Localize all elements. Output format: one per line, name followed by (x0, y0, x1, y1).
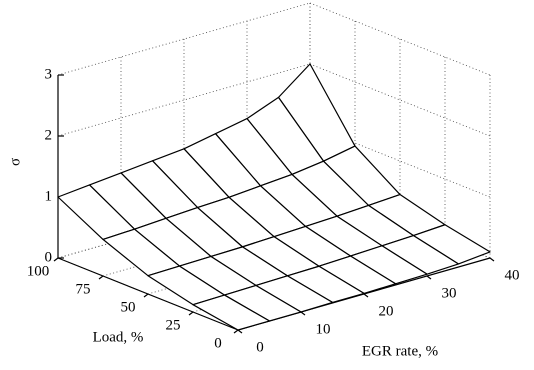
z-tick-label: 2 (45, 127, 53, 143)
axis-line (57, 257, 239, 331)
tick-mark (143, 293, 149, 298)
y-tick-label: 0 (214, 335, 222, 351)
tick-mark (363, 293, 369, 298)
x-tick-label: 30 (442, 285, 457, 301)
y-tick-label: 75 (76, 281, 91, 297)
tick-mark (53, 257, 59, 262)
z-tick-label: 1 (45, 188, 53, 204)
y-tick-label: 50 (121, 299, 136, 315)
tick-mark (237, 329, 243, 334)
y-axis-title: Load, % (93, 329, 144, 345)
grid-line (309, 2, 491, 76)
y-tick-label: 100 (27, 263, 50, 279)
z-axis-title: σ (7, 158, 23, 166)
x-axis-title: EGR rate, % (362, 343, 438, 359)
x-tick-label: 0 (256, 339, 264, 355)
tick-mark (188, 311, 194, 316)
x-tick-label: 10 (316, 321, 331, 337)
z-tick-label: 0 (45, 249, 53, 265)
x-tick-label: 20 (379, 303, 394, 319)
tick-mark (233, 329, 239, 334)
tick-mark (98, 275, 104, 280)
surface-cell (192, 294, 271, 331)
tick-mark (489, 257, 495, 262)
tick-mark (300, 311, 306, 316)
x-tick-label: 40 (505, 267, 520, 283)
y-tick-label: 25 (166, 317, 181, 333)
tick-mark (426, 275, 432, 280)
z-tick-label: 3 (45, 66, 53, 82)
grid-line (309, 63, 491, 137)
